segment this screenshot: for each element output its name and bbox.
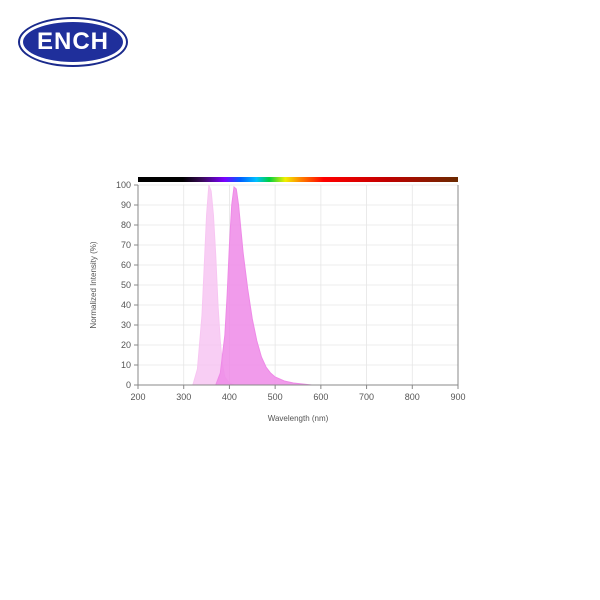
x-tick-label: 700 (359, 392, 374, 402)
y-axis-label: Normalized Intensity (%) (89, 241, 98, 328)
y-tick-label: 70 (121, 240, 131, 250)
y-tick-label: 90 (121, 200, 131, 210)
x-tick-label: 200 (130, 392, 145, 402)
x-tick-label: 600 (313, 392, 328, 402)
series-area-2 (214, 186, 312, 386)
y-tick-label: 50 (121, 280, 131, 290)
y-tick-label: 60 (121, 260, 131, 270)
y-tick-label: 100 (116, 180, 131, 190)
x-axis-label: Wavelength (nm) (268, 414, 329, 423)
y-tick-label: 0 (126, 380, 131, 390)
y-tick-label: 20 (121, 340, 131, 350)
x-tick-label: 900 (450, 392, 465, 402)
chart-svg: 200 300 400 500 600 700 800 900 0 10 20 30 40 50 60 70 8… (89, 177, 466, 423)
y-tick-label: 80 (121, 220, 131, 230)
y-tick-label: 10 (121, 360, 131, 370)
x-tick-label: 300 (176, 392, 191, 402)
x-tick-label: 800 (405, 392, 420, 402)
y-tick-label: 30 (121, 320, 131, 330)
tick-labels: 200 300 400 500 600 700 800 900 0 10 20 30 40 50 60 70 8… (116, 180, 466, 402)
axis-layer (134, 184, 459, 389)
spectrum-bar (138, 177, 458, 182)
x-tick-label: 400 (222, 392, 237, 402)
y-tick-label: 40 (121, 300, 131, 310)
brand-logo: ENCH (18, 17, 128, 67)
series-layer (192, 184, 312, 386)
spectrum-chart: 200 300 400 500 600 700 800 900 0 10 20 30 40 50 60 70 8… (80, 165, 480, 435)
grid-layer (137, 184, 459, 386)
logo-text: ENCH (23, 22, 123, 62)
x-tick-label: 500 (268, 392, 283, 402)
